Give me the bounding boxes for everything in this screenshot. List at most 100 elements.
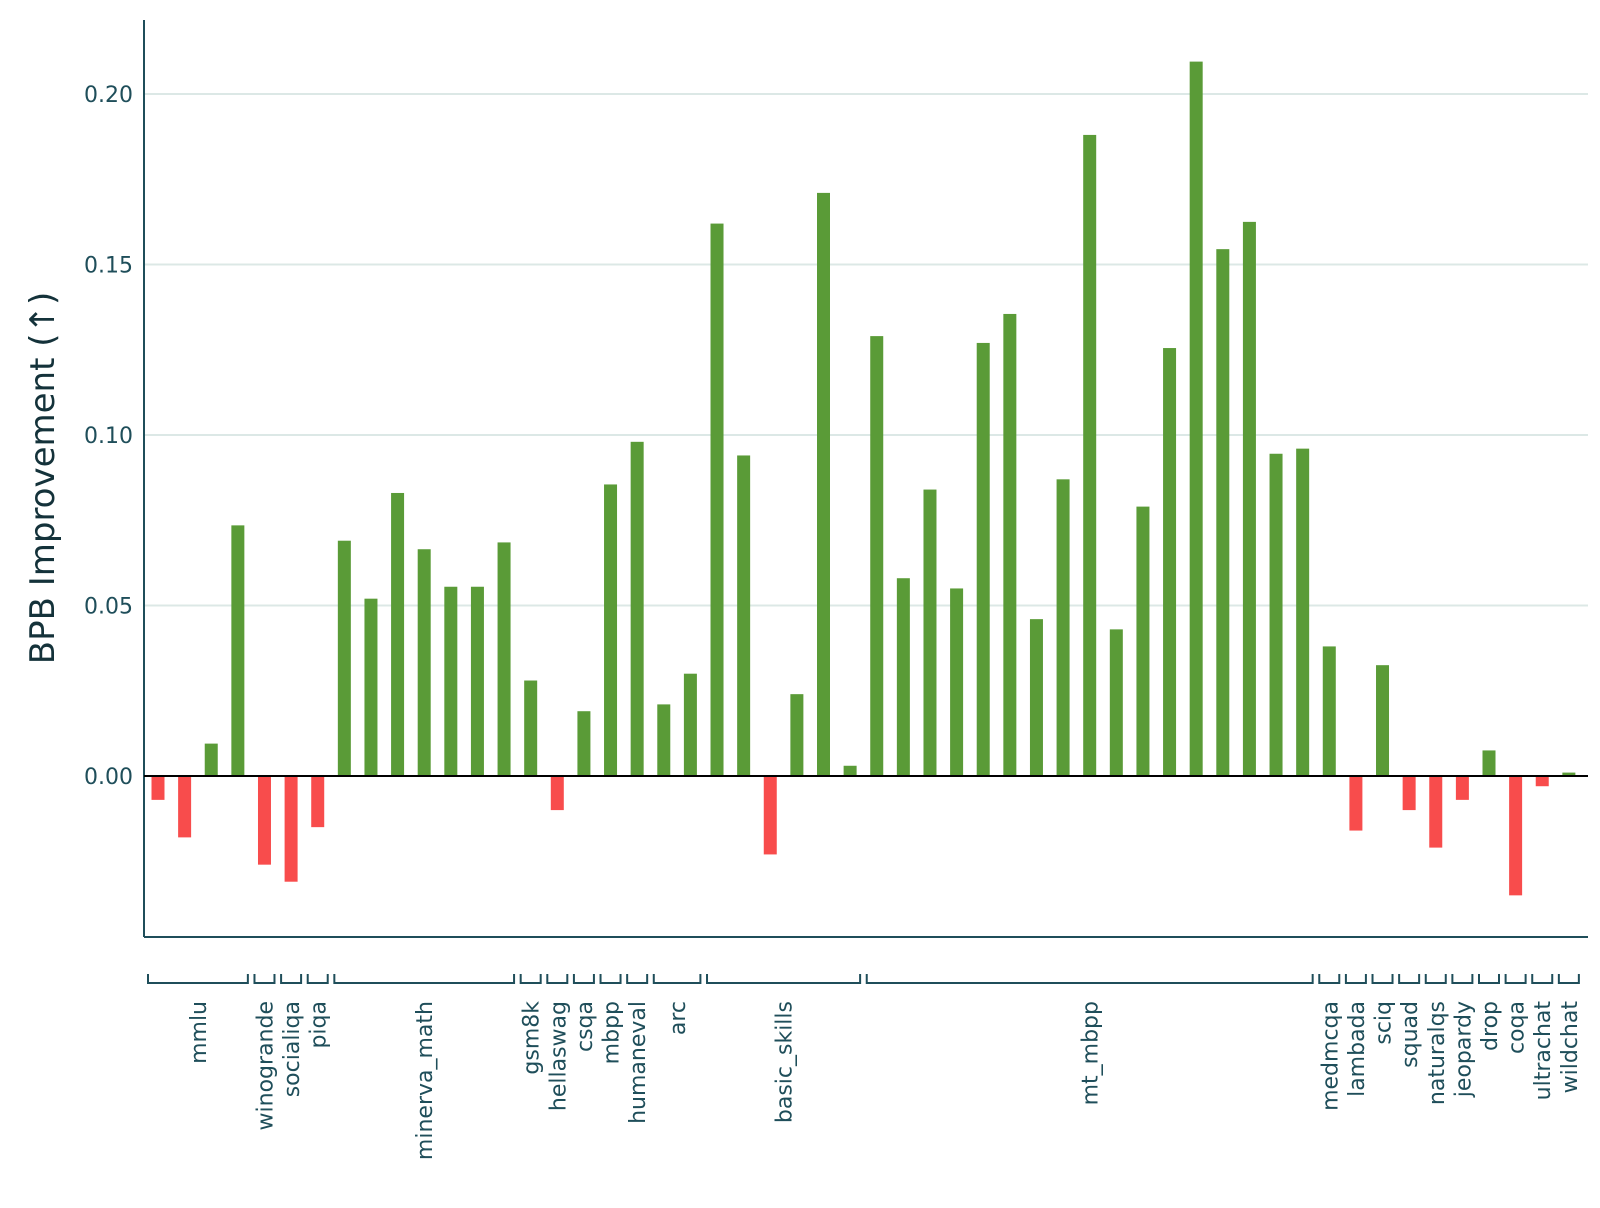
bar xyxy=(497,542,511,776)
group-bracket xyxy=(253,974,276,984)
bar xyxy=(1029,619,1043,776)
category-label: minerva_math xyxy=(413,1001,438,1160)
group-bracket xyxy=(1318,974,1341,984)
y-axis-title: BPB Improvement (↑) xyxy=(23,292,63,665)
gridlines xyxy=(144,93,1588,607)
category-label: piqa xyxy=(307,1001,332,1049)
category-groups: mmlu winogrande socialiqa piqa minerva_math g… xyxy=(147,974,1583,1160)
bar xyxy=(790,694,804,776)
bar xyxy=(1349,776,1363,831)
bar xyxy=(604,484,618,776)
bar xyxy=(1056,479,1070,776)
bars xyxy=(151,61,1576,896)
category-label: naturalqs xyxy=(1425,1001,1450,1105)
bar xyxy=(151,776,165,800)
bar xyxy=(1376,665,1390,776)
bar xyxy=(843,765,857,776)
category-label: coqa xyxy=(1505,1001,1530,1054)
bar xyxy=(1003,313,1017,776)
bar xyxy=(1109,629,1123,776)
category-label: squad xyxy=(1398,1001,1423,1068)
group-bracket xyxy=(599,974,622,984)
bar xyxy=(417,549,431,776)
bar xyxy=(657,704,671,776)
bar xyxy=(683,673,697,776)
bar xyxy=(1163,348,1177,776)
bar xyxy=(1535,776,1549,787)
bar xyxy=(524,680,538,776)
group-bracket xyxy=(1451,974,1474,984)
group-bracket xyxy=(865,974,1314,984)
bar xyxy=(1402,776,1416,811)
group-bracket xyxy=(706,974,862,984)
group-bracket xyxy=(652,974,702,984)
group-bracket xyxy=(1478,974,1500,984)
group-bracket xyxy=(519,974,542,984)
bar xyxy=(817,192,830,776)
bar xyxy=(1216,249,1230,776)
category-label: arc xyxy=(666,1001,691,1035)
category-label: lambada xyxy=(1345,1001,1370,1097)
group-bracket xyxy=(1371,974,1394,984)
bar xyxy=(1455,776,1469,800)
bar xyxy=(337,540,351,776)
group-bracket xyxy=(1557,974,1580,984)
bar xyxy=(896,578,910,776)
bar xyxy=(976,342,990,776)
bar xyxy=(1429,776,1443,848)
category-label: ultrachat xyxy=(1531,1001,1556,1101)
group-bracket xyxy=(572,974,595,984)
bar xyxy=(311,776,325,828)
group-bracket xyxy=(333,974,516,984)
bar xyxy=(444,586,458,776)
category-label: basic_skills xyxy=(773,1001,798,1123)
axes xyxy=(143,20,1588,938)
category-label: csqa xyxy=(573,1001,598,1052)
group-bracket xyxy=(147,974,249,984)
bar xyxy=(470,586,484,776)
category-label: wildchat xyxy=(1558,1001,1583,1094)
group-bracket xyxy=(1344,974,1367,984)
bar xyxy=(231,525,245,776)
category-label: mmlu xyxy=(187,1001,212,1064)
bar xyxy=(1562,772,1576,776)
bar xyxy=(870,336,884,776)
group-bracket xyxy=(1504,974,1527,984)
bar xyxy=(1189,61,1203,777)
group-bracket xyxy=(306,974,329,984)
y-tick-label: 0.10 xyxy=(84,424,133,449)
bar xyxy=(950,588,964,776)
bar xyxy=(1083,134,1097,777)
bar xyxy=(763,776,777,855)
bar xyxy=(550,776,564,811)
category-label: mt_mbpp xyxy=(1079,1001,1104,1105)
y-tick-label: 0.15 xyxy=(84,254,133,279)
bar xyxy=(1296,448,1310,776)
group-bracket xyxy=(1398,974,1421,984)
bar xyxy=(1509,776,1523,896)
category-label: drop xyxy=(1478,1001,1503,1051)
category-label: jeopardy xyxy=(1451,1001,1476,1098)
group-bracket xyxy=(280,974,303,984)
category-label: hellaswag xyxy=(546,1001,571,1111)
category-label: medmcqa xyxy=(1318,1001,1343,1111)
bar xyxy=(204,743,218,776)
bar xyxy=(710,223,724,776)
category-label: socialiqa xyxy=(280,1001,305,1097)
group-bracket xyxy=(546,974,569,984)
y-tick-labels: 0.00 0.05 0.10 0.15 0.20 xyxy=(84,83,133,790)
bar xyxy=(630,441,644,776)
bar xyxy=(364,598,378,776)
bar xyxy=(1242,221,1256,776)
bar xyxy=(1136,506,1150,776)
y-tick-label: 0.00 xyxy=(84,765,133,790)
bar xyxy=(1269,453,1283,776)
y-tick-label: 0.20 xyxy=(84,83,133,108)
y-tick-label: 0.05 xyxy=(84,595,133,620)
bar xyxy=(923,489,937,776)
category-label: humaneval xyxy=(626,1001,651,1124)
bar xyxy=(577,711,591,776)
bar xyxy=(1322,646,1336,776)
group-bracket xyxy=(626,974,649,984)
